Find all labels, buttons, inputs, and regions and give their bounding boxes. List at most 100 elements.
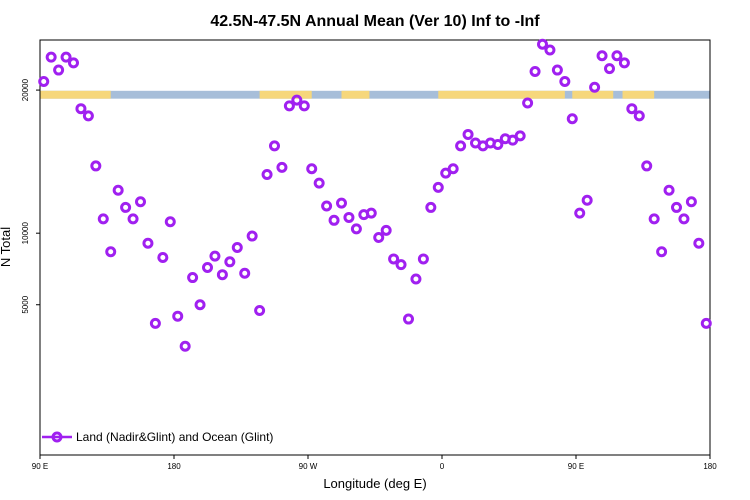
data-point <box>544 44 556 56</box>
data-point <box>350 223 362 235</box>
data-point <box>68 57 79 69</box>
data-point <box>410 273 422 285</box>
data-point <box>142 237 154 249</box>
data-point <box>417 253 429 265</box>
data-point <box>194 299 206 311</box>
data-point <box>216 269 228 281</box>
x-axis-label: Longitude (deg E) <box>323 476 426 491</box>
data-point <box>455 140 467 152</box>
data-point <box>254 304 266 316</box>
data-point <box>209 250 221 262</box>
data-point <box>365 207 377 219</box>
data-point <box>149 317 161 329</box>
x-tick-label: 90 W <box>299 462 318 471</box>
data-point <box>685 196 697 208</box>
data-point <box>514 130 526 142</box>
data-point <box>648 213 660 225</box>
y-tick-label: 5000 <box>21 295 30 313</box>
data-point <box>112 184 124 196</box>
data-point <box>224 256 236 268</box>
data-point <box>276 161 288 173</box>
data-point <box>328 214 340 226</box>
data-point <box>82 110 94 122</box>
data-point <box>239 267 251 279</box>
data-point <box>187 272 199 284</box>
plot-frame <box>39 39 711 456</box>
data-point <box>596 50 608 62</box>
data-point <box>403 313 414 325</box>
data-point <box>298 100 310 112</box>
data-point <box>529 65 541 77</box>
data-point <box>581 194 593 206</box>
data-point <box>283 100 295 112</box>
data-points <box>38 38 712 352</box>
data-point <box>306 163 318 175</box>
data-point <box>678 213 690 225</box>
chart-title: 42.5N-47.5N Annual Mean (Ver 10) Inf to … <box>210 13 540 30</box>
data-point <box>656 246 668 258</box>
data-point <box>135 196 146 208</box>
data-point <box>60 51 72 63</box>
data-point <box>313 177 325 189</box>
data-point <box>492 138 504 150</box>
data-point <box>559 76 571 87</box>
data-point <box>641 160 653 172</box>
map-land <box>40 90 111 99</box>
data-point <box>633 110 645 122</box>
data-point <box>425 201 437 213</box>
x-tick-label: 90 E <box>568 462 584 471</box>
data-point <box>157 252 169 264</box>
data-point <box>618 57 630 69</box>
data-point <box>663 184 675 196</box>
data-point <box>127 213 139 225</box>
data-point <box>507 134 519 146</box>
data-point <box>105 246 117 258</box>
data-point <box>291 94 303 106</box>
data-point <box>551 64 563 76</box>
legend: Land (Nadir&Glint) and Ocean (Glint) <box>42 430 273 444</box>
data-point <box>90 160 102 172</box>
x-tick-label: 180 <box>167 462 181 471</box>
data-point <box>693 237 705 249</box>
x-tick-label: 90 E <box>32 462 48 471</box>
data-point <box>261 169 273 181</box>
data-point <box>395 259 407 271</box>
data-point <box>432 181 444 193</box>
map-land <box>341 90 370 99</box>
map-strip <box>40 90 710 99</box>
map-ocean <box>40 90 710 99</box>
data-point <box>97 213 109 225</box>
data-point <box>38 76 50 87</box>
data-point <box>388 253 400 265</box>
y-axis: 5000 10000 20000 <box>21 78 40 314</box>
data-point <box>447 163 459 175</box>
data-point <box>343 211 355 223</box>
data-point <box>336 197 347 209</box>
data-point <box>589 81 601 93</box>
map-land <box>438 90 565 99</box>
data-point <box>611 50 623 62</box>
data-point <box>380 224 392 236</box>
data-point <box>566 113 578 125</box>
data-point <box>462 128 474 140</box>
data-point <box>522 97 534 109</box>
data-point <box>574 207 586 219</box>
y-tick-label: 10000 <box>21 222 30 245</box>
data-point <box>202 262 213 274</box>
data-point <box>231 242 243 253</box>
data-point <box>373 231 385 243</box>
data-point <box>164 216 176 228</box>
legend-marker <box>51 431 63 443</box>
data-point <box>53 64 65 76</box>
x-tick-label: 0 <box>440 462 445 471</box>
data-point <box>120 201 132 213</box>
data-point <box>179 340 191 352</box>
data-point <box>269 140 280 152</box>
x-tick-label: 180 <box>703 462 717 471</box>
data-point <box>45 51 57 63</box>
data-point <box>172 310 184 322</box>
map-land <box>259 90 312 99</box>
legend-label: Land (Nadir&Glint) and Ocean (Glint) <box>76 430 273 444</box>
data-point <box>700 317 712 329</box>
